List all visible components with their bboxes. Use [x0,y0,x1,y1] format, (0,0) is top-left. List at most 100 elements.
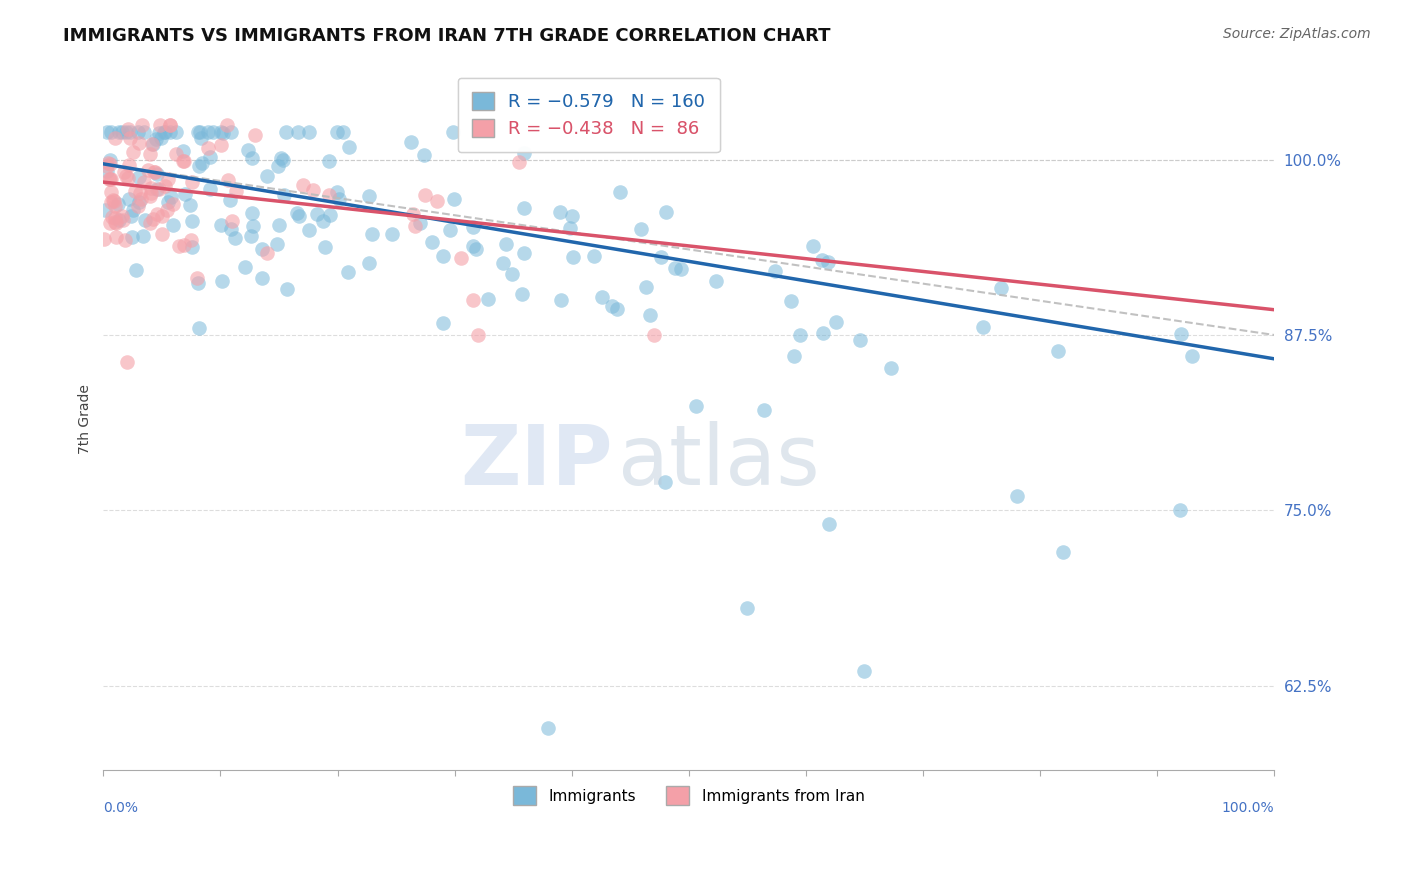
Point [187,276,209,290]
Point [122,145,145,159]
Point [319,209,342,223]
Point [783,349,806,363]
Point [664,260,686,275]
Point [685,399,707,413]
Point [115,125,138,139]
Point [413,148,436,162]
Point [221,213,243,227]
Point [111,213,134,227]
Point [276,125,298,139]
Point [990,281,1012,295]
Point [401,136,423,150]
Point [1170,503,1192,517]
Point [219,221,242,235]
Point [173,238,195,252]
Point [114,233,136,247]
Point [654,475,676,490]
Point [465,243,488,257]
Point [461,293,484,308]
Point [250,271,273,285]
Text: IMMIGRANTS VS IMMIGRANTS FROM IRAN 7TH GRADE CORRELATION CHART: IMMIGRANTS VS IMMIGRANTS FROM IRAN 7TH G… [63,27,831,45]
Point [1170,327,1192,342]
Point [461,220,484,235]
Point [136,163,159,178]
Point [101,193,124,207]
Point [143,165,166,179]
Point [561,209,583,223]
Point [209,138,232,153]
Point [124,263,146,277]
Point [357,189,380,203]
Point [200,182,222,196]
Point [181,214,204,228]
Point [96,164,118,178]
Point [439,223,461,237]
Point [492,256,515,270]
Point [141,186,163,200]
Point [217,173,239,187]
Point [108,213,131,227]
Point [548,205,571,219]
Point [188,321,211,335]
Point [153,125,176,139]
Point [134,212,156,227]
Point [285,206,308,220]
Point [149,118,172,132]
Point [209,125,232,139]
Point [121,202,143,217]
Point [513,201,536,215]
Point [112,165,135,179]
Point [93,203,115,218]
Point [118,193,141,207]
Point [426,194,449,209]
Point [186,271,208,285]
Point [98,171,121,186]
Point [537,721,560,735]
Point [149,131,172,145]
Point [236,143,259,157]
Point [271,153,294,167]
Point [191,156,214,170]
Point [173,154,195,169]
Point [302,183,325,197]
Point [100,125,122,139]
Point [188,159,211,173]
Point [181,240,204,254]
Point [671,261,693,276]
Point [638,308,661,322]
Point [654,205,676,219]
Point [129,192,152,206]
Point [402,206,425,220]
Point [93,232,115,246]
Text: ZIP: ZIP [460,421,613,501]
Point [512,287,534,301]
Point [273,188,295,202]
Point [328,193,350,207]
Point [173,187,195,202]
Point [97,155,120,169]
Point [197,141,219,155]
Text: 100.0%: 100.0% [1222,801,1274,815]
Point [276,282,298,296]
Point [591,290,613,304]
Point [153,125,176,139]
Point [269,218,291,232]
Point [165,125,187,139]
Point [118,125,141,139]
Point [240,151,263,165]
Point [972,320,994,334]
Point [811,252,834,267]
Point [801,239,824,253]
Point [561,250,583,264]
Point [583,249,606,263]
Point [780,293,803,308]
Point [104,215,127,229]
Legend: R = −0.579   N = 160, R = −0.438   N =  86: R = −0.579 N = 160, R = −0.438 N = 86 [458,78,720,153]
Point [1005,489,1028,503]
Point [103,194,125,209]
Point [153,179,176,194]
Point [361,227,384,241]
Point [292,178,315,192]
Point [266,237,288,252]
Point [441,125,464,139]
